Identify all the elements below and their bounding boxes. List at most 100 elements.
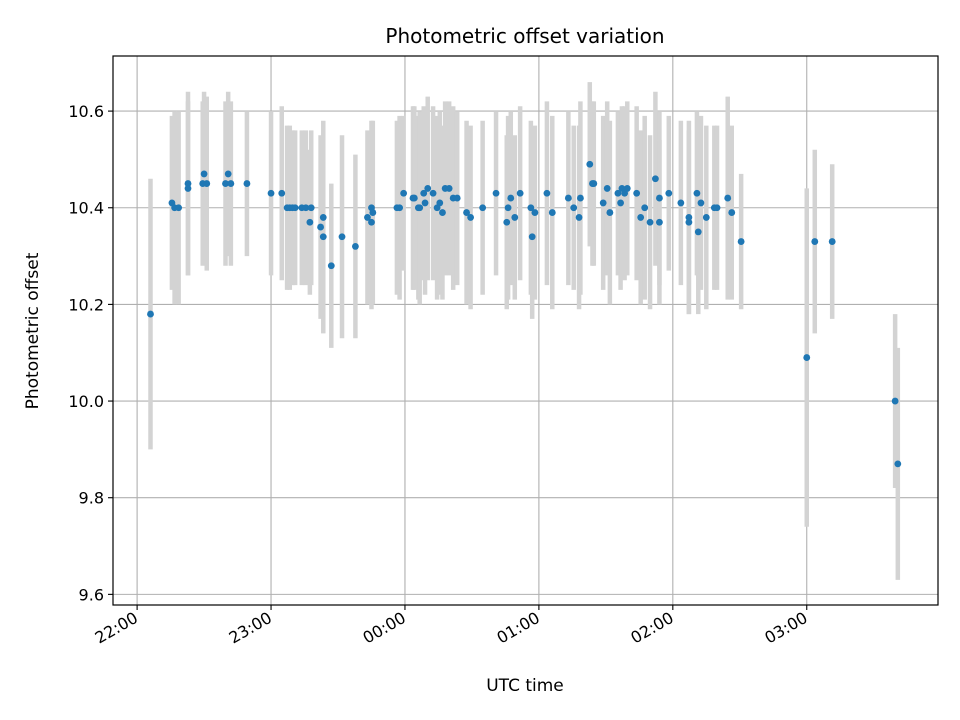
data-point (617, 199, 624, 207)
data-point (656, 194, 663, 202)
y-tick-label: 10.2 (68, 295, 104, 314)
data-point (590, 180, 598, 187)
data-point (492, 189, 500, 197)
x-axis-label: UTC time (486, 676, 564, 696)
data-point (184, 180, 192, 187)
y-axis-label: Photometric offset (23, 252, 43, 409)
data-point (368, 218, 375, 226)
data-point (504, 204, 512, 212)
data-point (694, 228, 702, 236)
data-point (665, 189, 673, 197)
data-point (677, 199, 685, 207)
data-point (243, 180, 251, 187)
data-point (811, 238, 819, 245)
data-point (503, 218, 511, 226)
data-point (511, 214, 519, 221)
data-point (306, 218, 314, 226)
data-point (637, 214, 645, 221)
data-point (577, 194, 584, 202)
data-point (641, 204, 649, 212)
data-point (599, 199, 607, 207)
y-tick-label: 10.4 (68, 199, 104, 218)
data-point (203, 180, 211, 187)
y-tick-label: 9.8 (79, 489, 104, 508)
data-point (396, 204, 404, 212)
data-point (352, 243, 359, 250)
y-tick-label: 10.6 (68, 102, 104, 121)
data-point (713, 204, 721, 212)
data-point (570, 204, 578, 212)
plot-frame (112, 55, 939, 606)
data-point (606, 209, 614, 216)
data-point (436, 199, 444, 207)
data-point (424, 185, 432, 192)
data-point (439, 209, 446, 216)
data-point (564, 194, 572, 202)
data-point (369, 209, 377, 216)
data-point (728, 209, 736, 216)
data-point (302, 204, 310, 212)
data-point (656, 218, 663, 226)
data-point (200, 170, 208, 178)
data-point (291, 204, 299, 212)
data-point (531, 209, 539, 216)
data-point (467, 214, 474, 221)
data-point (319, 233, 327, 241)
chart-title: Photometric offset variation (385, 24, 664, 48)
data-point (652, 175, 659, 183)
data-point (227, 180, 235, 187)
data-point (685, 214, 693, 221)
data-point (184, 185, 192, 192)
data-point (175, 204, 183, 212)
data-point (416, 204, 424, 212)
data-point (327, 262, 335, 270)
data-point (410, 194, 418, 202)
data-point (724, 194, 732, 202)
data-point (445, 185, 453, 192)
data-point (586, 160, 594, 168)
data-point (543, 189, 551, 197)
data-point (685, 218, 693, 226)
data-point (507, 194, 515, 202)
data-point (420, 189, 428, 197)
data-points (147, 160, 902, 468)
data-point (828, 238, 836, 245)
y-tick-label: 9.6 (79, 585, 104, 604)
data-point (891, 397, 899, 405)
data-point (267, 189, 275, 197)
data-point (623, 185, 631, 192)
data-point (429, 189, 437, 197)
data-point (479, 204, 487, 212)
data-point (364, 214, 371, 221)
y-axis-ticks: 9.6 9.8 10.0 10.2 10.4 10.6 (68, 102, 113, 604)
data-point (702, 214, 710, 221)
data-point (317, 223, 324, 231)
data-point (421, 199, 429, 207)
data-point (646, 218, 654, 226)
data-point (527, 204, 535, 212)
data-point (614, 189, 622, 197)
data-point (338, 233, 346, 241)
data-point (697, 199, 705, 207)
data-point (575, 214, 583, 221)
data-point (222, 180, 229, 187)
data-point (224, 170, 232, 178)
data-point (147, 310, 154, 318)
data-point (693, 189, 701, 197)
data-point (278, 189, 286, 197)
data-point (528, 233, 536, 241)
data-point (603, 185, 611, 192)
data-point (307, 204, 315, 212)
y-tick-label: 10.0 (68, 392, 104, 411)
data-point (894, 460, 902, 468)
data-point (400, 189, 408, 197)
data-point (548, 209, 556, 216)
data-point (453, 194, 461, 202)
data-point (463, 209, 470, 216)
data-point (516, 189, 524, 197)
data-point (633, 189, 641, 197)
data-point (737, 238, 745, 245)
data-point (319, 214, 327, 221)
